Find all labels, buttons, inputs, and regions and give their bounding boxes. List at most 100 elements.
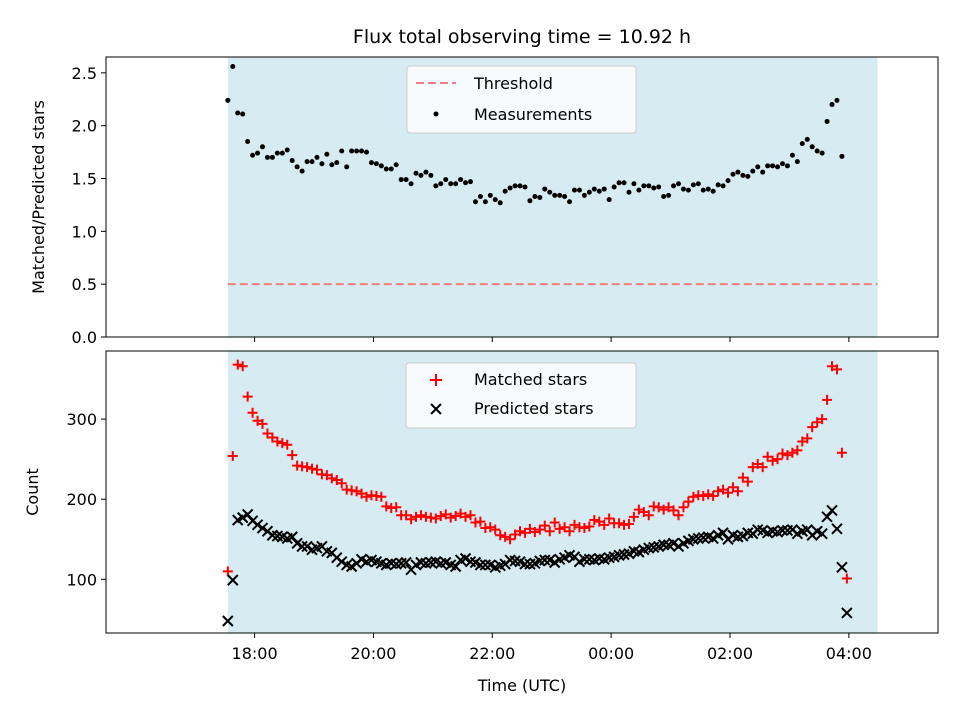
- predicted-star-point: [821, 511, 833, 523]
- predicted-star-point: [459, 552, 472, 565]
- predicted-star-point: [400, 556, 412, 569]
- matched-star-point: [435, 511, 446, 522]
- measurement-point: [398, 177, 404, 183]
- measurement-point: [492, 197, 498, 203]
- ratio-y-axis-label: Matched/Predicted stars: [29, 100, 48, 294]
- matched-star-point: [777, 448, 788, 459]
- measurement-point: [463, 180, 469, 186]
- predicted-star-point: [286, 531, 298, 543]
- measurement-point: [527, 198, 533, 204]
- count-x-tick-label: 04:00: [826, 644, 872, 663]
- measurement-point: [383, 166, 389, 172]
- measurement-point: [839, 153, 845, 159]
- measurement-point: [378, 163, 384, 169]
- matched-legend-swatch: [430, 374, 442, 386]
- measurement-point: [477, 193, 483, 199]
- measurement-point: [824, 118, 830, 124]
- count-panel: 100 200 300 18:00 20:00 22:00 00:00 02:00 04:00…: [23, 350, 939, 695]
- matched-star-point: [604, 513, 615, 524]
- measurement-point: [552, 192, 558, 198]
- matched-star-point: [277, 438, 288, 449]
- matched-star-point: [411, 511, 422, 522]
- predicted-star-point: [336, 555, 348, 568]
- matched-star-point: [628, 511, 639, 522]
- predicted-star-point: [519, 558, 531, 570]
- measurement-point: [289, 158, 295, 164]
- ratio-y-tick-label: 1.5: [72, 170, 97, 189]
- measurement-point: [522, 184, 528, 190]
- measurement-point: [601, 186, 607, 192]
- measurement-point: [576, 187, 582, 193]
- measurement-point: [349, 148, 355, 154]
- matched-star-point: [841, 573, 852, 584]
- measurement-point: [799, 141, 805, 147]
- measurement-point: [725, 178, 731, 184]
- measurement-point: [809, 144, 815, 150]
- matched-star-point: [242, 391, 253, 402]
- matched-star-point: [549, 517, 560, 528]
- matched-star-point: [475, 516, 486, 527]
- measurement-point: [482, 199, 488, 205]
- predicted-star-point: [474, 559, 487, 571]
- measurement-point: [299, 168, 305, 174]
- measurement-point: [567, 199, 573, 205]
- measurement-point: [284, 147, 290, 153]
- matched-star-point: [539, 520, 550, 531]
- count-y-tick-label: 100: [66, 570, 97, 589]
- matched-star-point: [222, 566, 233, 577]
- measurement-point: [740, 172, 746, 178]
- measurement-point: [363, 149, 369, 155]
- matched-star-point: [792, 445, 803, 456]
- measurement-point: [571, 187, 577, 193]
- measurement-point: [259, 144, 265, 150]
- measurement-point: [448, 181, 454, 187]
- measurement-point: [611, 184, 617, 190]
- measurement-point: [631, 181, 637, 187]
- ratio-panel: Flux total observing time = 10.92 h 0.00…: [29, 26, 939, 347]
- ratio-y-tick-label: 0.5: [72, 275, 97, 294]
- matched-star-point: [807, 422, 818, 433]
- measurement-point: [235, 110, 241, 116]
- measurement-point: [507, 185, 513, 191]
- measurement-point: [656, 184, 662, 190]
- predicted-star-point: [548, 556, 561, 569]
- matched-star-point: [599, 519, 610, 530]
- measurement-point: [547, 189, 553, 195]
- ratio-y-tick-label: 2.0: [72, 117, 97, 136]
- measurement-point: [675, 181, 681, 187]
- measurement-point: [339, 148, 345, 154]
- predicted-star-point: [578, 553, 591, 566]
- measurement-point: [354, 148, 360, 154]
- measurement-point: [423, 169, 429, 175]
- matched-star-point: [515, 526, 526, 537]
- predicted-star-point: [291, 537, 303, 549]
- matched-star-point: [336, 478, 347, 489]
- matched-star-point: [802, 433, 813, 444]
- matched-star-point: [282, 439, 293, 450]
- measurement-point: [418, 172, 424, 178]
- count-x-tick-label: 22:00: [469, 644, 515, 663]
- measurement-point: [705, 186, 711, 192]
- measurement-point: [403, 177, 409, 183]
- matched-star-point: [361, 491, 372, 502]
- count-y-tick-label: 300: [66, 410, 97, 429]
- measurement-point: [750, 168, 756, 174]
- ratio-y-tick-label: 1.0: [72, 222, 97, 241]
- measurement-point: [621, 180, 627, 186]
- measurement-point: [770, 163, 776, 169]
- matched-star-point: [445, 512, 456, 523]
- measurement-point: [433, 183, 439, 189]
- predicted-legend-swatch: [430, 403, 442, 415]
- measurement-point: [765, 163, 771, 169]
- measurement-point: [616, 180, 622, 186]
- count-legend: Matched stars Predicted stars: [405, 362, 637, 429]
- measurement-point: [334, 160, 340, 166]
- measurement-point: [596, 188, 602, 194]
- predicted-star-point: [301, 540, 313, 553]
- measurement-point: [626, 189, 632, 195]
- predicted-star-point: [539, 554, 551, 566]
- measurement-point: [443, 177, 449, 183]
- measurement-point: [240, 111, 246, 117]
- count-axes-frame: [105, 350, 939, 634]
- measurement-point: [710, 188, 716, 194]
